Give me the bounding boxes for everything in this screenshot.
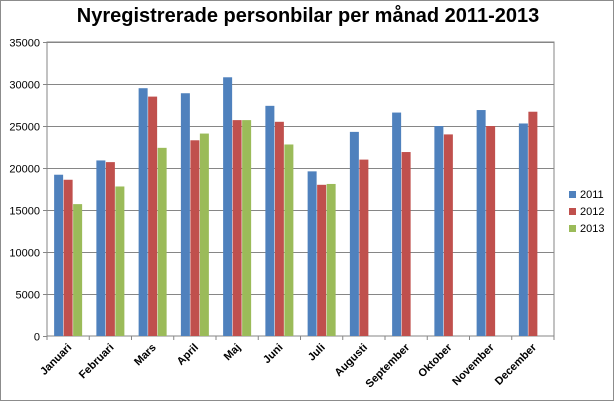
bar-2013-maj xyxy=(242,120,252,337)
y-tick-label: 20000 xyxy=(9,164,40,176)
x-tick-label: Augusti xyxy=(333,342,370,379)
bar-2012-maj xyxy=(232,120,242,337)
y-tick-label: 0 xyxy=(34,332,40,344)
y-tick-label: 15000 xyxy=(9,206,40,218)
bar-2011-juli xyxy=(307,171,317,336)
x-tick-label: Maj xyxy=(222,342,243,363)
y-tick-label: 30000 xyxy=(9,80,40,92)
plot-area xyxy=(46,41,555,337)
bar-2011-september xyxy=(392,112,402,336)
legend-label-2012: 2012 xyxy=(580,206,604,218)
bar-2012-november xyxy=(486,126,496,336)
bar-2011-oktober xyxy=(434,126,444,336)
bar-2013-mars xyxy=(157,147,167,336)
x-tick-label: Juni xyxy=(261,342,285,366)
bar-2012-juni xyxy=(274,121,284,336)
legend: 2011 2012 2013 xyxy=(569,189,604,235)
legend-label-2011: 2011 xyxy=(580,189,604,201)
y-tick-label: 10000 xyxy=(9,248,40,260)
bar-2013-februari xyxy=(115,186,125,336)
bar-2013-juli xyxy=(326,183,336,336)
x-tick-label: November xyxy=(450,341,497,388)
bar-2012-februari xyxy=(105,162,115,336)
bar-2012-augusti xyxy=(359,159,369,336)
legend-label-2013: 2013 xyxy=(580,223,604,235)
y-tick-label: 35000 xyxy=(9,38,40,50)
bar-2011-januari xyxy=(54,174,64,336)
bar-2013-juni xyxy=(284,144,294,336)
bar-2012-mars xyxy=(148,96,158,336)
chart-title: Nyregistrerade personbilar per månad 201… xyxy=(76,5,540,27)
bar-2011-juni xyxy=(265,105,275,336)
bar-2012-september xyxy=(401,152,411,336)
x-tick-label: Mars xyxy=(132,342,159,369)
bar-2011-april xyxy=(180,93,190,337)
bar-2011-december xyxy=(518,123,528,336)
x-tick-label: September xyxy=(364,341,413,390)
x-tick-label: Januari xyxy=(38,342,74,378)
bar-2012-april xyxy=(190,140,200,336)
legend-swatch-2012 xyxy=(569,208,576,215)
bar-2011-november xyxy=(476,110,486,336)
x-tick-label: Oktober xyxy=(416,341,455,380)
y-tick-label: 25000 xyxy=(9,122,40,134)
x-tick-label: Juli xyxy=(306,342,328,364)
bar-2013-april xyxy=(199,133,209,336)
bar-2011-mars xyxy=(138,88,148,336)
legend-swatch-2011 xyxy=(569,191,576,198)
x-tick-label: April xyxy=(175,342,201,368)
bar-2012-januari xyxy=(63,179,73,336)
legend-swatch-2013 xyxy=(569,225,576,232)
bar-2011-augusti xyxy=(349,131,359,336)
bar-2012-oktober xyxy=(443,134,453,336)
bar-2013-januari xyxy=(73,204,83,336)
bar-2011-februari xyxy=(96,160,106,336)
y-tick-label: 5000 xyxy=(16,290,40,302)
x-tick-label: Februari xyxy=(77,342,117,382)
bar-2011-maj xyxy=(223,77,233,336)
x-tick-label: December xyxy=(493,341,540,388)
bar-2012-juli xyxy=(317,184,327,336)
bar-2012-december xyxy=(528,111,538,336)
